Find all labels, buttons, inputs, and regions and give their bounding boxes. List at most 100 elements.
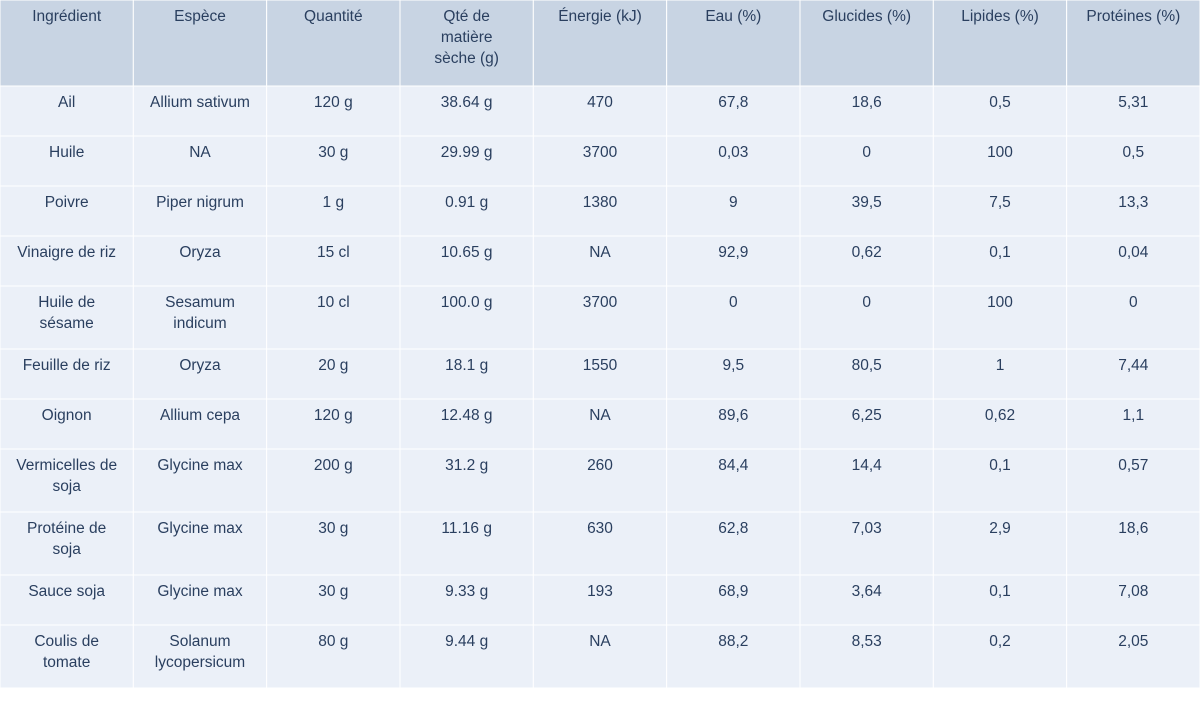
table-row-cell-bg (932, 135, 1068, 187)
table-row-cell-bg (666, 235, 801, 287)
table-row: Sauce soja Glycine max 30 g 9.33 g 193 68,9 3,… (0, 574, 1200, 626)
table-row-cell-bg (399, 348, 534, 400)
table-row-cell-2: 120 g (314, 94, 353, 111)
table-row-cell-7: 0,62 (985, 407, 1015, 424)
table-row-cell-bg (666, 85, 801, 137)
table-row-cell-1: Solanum lycopersicum (155, 633, 245, 671)
table-row-cell-bg (0, 185, 134, 237)
table-row-cell-bg (0, 135, 134, 187)
table-row-cell-7: 2,9 (989, 520, 1011, 537)
table-row-cell-6: 39,5 (852, 194, 882, 211)
table-header-cell-bg (0, 0, 134, 87)
table-row-cell-5: 0 (729, 294, 738, 311)
table-row: Vermicelles de soja Glycine max 200 g 31.2 g… (0, 448, 1200, 513)
table-row-cell-1: Piper nigrum (156, 194, 244, 211)
table-row-cell-bg (266, 185, 401, 237)
table-row-cell-bg (666, 448, 801, 513)
table-row-cell-8: 0,57 (1118, 457, 1148, 474)
table-row-cell-8: 0 (1129, 294, 1138, 311)
table-row-cell-4: 1550 (583, 357, 618, 374)
table-row-cell-bg (399, 135, 534, 187)
table-row-cell-6: 8,53 (852, 633, 882, 650)
table-row-cell-8: 7,44 (1118, 357, 1149, 374)
table-row-cell-3: 0.91 g (445, 194, 488, 211)
table-row-cell-bg (799, 285, 934, 350)
table-row-cell-bg (1066, 235, 1200, 287)
table-row-cell-6: 0,62 (852, 244, 882, 261)
table-row-cell-8: 5,31 (1118, 94, 1148, 111)
table-row-cell-1: Glycine max (157, 520, 243, 537)
table-row-cell-bg (532, 235, 668, 287)
table-row-cell-4: 260 (587, 457, 613, 474)
table-row-cell-3: 9.33 g (445, 583, 488, 600)
table-row-cell-3: 38.64 g (441, 94, 493, 111)
table-row-cell-bg (1066, 574, 1200, 626)
table-row-cell-6: 0 (862, 144, 871, 161)
table-row-cell-3: 29.99 g (441, 144, 493, 161)
table-row-cell-0: Sauce soja (28, 583, 105, 600)
table-row-cell-bg (132, 185, 268, 237)
table-row-cell-4: 3700 (583, 144, 618, 161)
table-row-cell-5: 0,03 (718, 144, 748, 161)
table-row-cell-5: 89,6 (718, 407, 748, 424)
table-row-cell-8: 0,5 (1123, 144, 1145, 161)
table-row-cell-5: 67,8 (718, 94, 748, 111)
table-row-cell-4: 193 (587, 583, 613, 600)
table-row-cell-2: 15 cl (317, 244, 350, 261)
table-row-cell-1: Oryza (179, 244, 221, 261)
table-row-cell-3: 12.48 g (441, 407, 493, 424)
table-header-cell-2: Quantité (304, 8, 363, 25)
table-row-cell-4: 3700 (583, 294, 618, 311)
table-row-cell-bg (799, 624, 934, 689)
table-row: Huile de sésame Sesamum indicum 10 cl 100.0 g… (0, 285, 1200, 350)
table-row-cell-6: 14,4 (852, 457, 883, 474)
table-row-cell-bg (0, 511, 134, 576)
table-row-cell-bg (399, 511, 534, 576)
table-row-cell-5: 62,8 (718, 520, 748, 537)
table-row-cell-7: 100 (987, 294, 1013, 311)
table-header-cell-0: Ingrédient (32, 8, 102, 25)
table-row-cell-6: 6,25 (852, 407, 882, 424)
table-row-cell-bg (0, 235, 134, 287)
table-row-cell-bg (399, 448, 534, 513)
table-row-cell-bg (0, 285, 134, 350)
table-row-cell-bg (0, 624, 134, 689)
table-row-cell-bg (799, 348, 934, 400)
table-row-cell-6: 0 (862, 294, 871, 311)
table-row-cell-3: 11.16 g (441, 520, 492, 537)
table-row-cell-bg (132, 624, 268, 689)
table-row-cell-0: Oignon (42, 407, 92, 424)
table-header-cell-3: Qté de matière sèche (g) (434, 8, 499, 67)
table-row-cell-5: 84,4 (718, 457, 749, 474)
table-row-cell-bg (132, 285, 268, 350)
table-row-cell-bg (799, 135, 934, 187)
table-row-cell-8: 18,6 (1118, 520, 1148, 537)
table-row-cell-bg (932, 398, 1068, 450)
table-header-cell-bg (666, 0, 801, 87)
table-row-cell-3: 31.2 g (445, 457, 488, 474)
table-row-cell-bg (266, 348, 401, 400)
table-row-cell-bg (666, 624, 801, 689)
table-row: Oignon Allium cepa 120 g 12.48 g NA 89,6 6,25 0… (0, 398, 1200, 450)
table-row: Poivre Piper nigrum 1 g 0.91 g 1380 9 39,5 7,5 1… (0, 185, 1200, 237)
table-header-cell-bg (532, 0, 668, 87)
table-row: Vinaigre de riz Oryza 15 cl 10.65 g NA 92,9 0,… (0, 235, 1200, 287)
table-row-cell-1: Glycine max (157, 457, 243, 474)
table-row-cell-bg (0, 348, 134, 400)
table-row-cell-5: 68,9 (718, 583, 748, 600)
table-row-cell-bg (799, 448, 934, 513)
table-row-cell-8: 0,04 (1118, 244, 1149, 261)
table-row-cell-0: Coulis de tomate (34, 633, 99, 671)
table-row-cell-0: Vinaigre de riz (17, 244, 116, 261)
table-header-cell-1: Espèce (174, 8, 226, 25)
table-header-cell-7: Lipides (%) (961, 8, 1039, 25)
table-row-cell-bg (932, 624, 1068, 689)
table-row-cell-bg (1066, 511, 1200, 576)
table-row-cell-4: 1380 (583, 194, 618, 211)
table-row-cell-bg (666, 285, 801, 350)
table-header-cell-4: Énergie (kJ) (558, 8, 642, 25)
table-row-cell-4: 630 (587, 520, 613, 537)
table-row-cell-bg (1066, 285, 1200, 350)
table-row-cell-bg (399, 85, 534, 137)
table-row-cell-7: 0,1 (989, 583, 1011, 600)
